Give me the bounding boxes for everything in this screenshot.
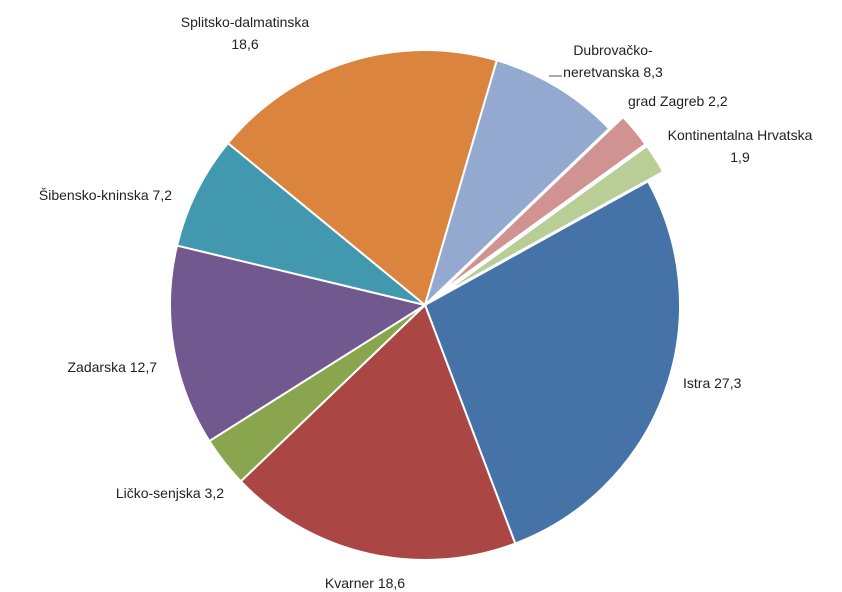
value-label: 18,6	[377, 575, 406, 591]
category-name: Zadarska	[67, 359, 126, 375]
slice-label: Dubrovačko-neretvanska 8,3	[548, 39, 678, 83]
category-name: Istra	[683, 375, 711, 391]
value-label: 27,3	[714, 375, 742, 391]
slice-label: Istra 27,3	[683, 372, 803, 394]
slice-label: Šibensko-kninska 7,2	[0, 184, 172, 206]
category-name: grad Zagreb	[628, 93, 705, 109]
pie-slice	[169, 244, 428, 443]
pie-slice	[438, 115, 647, 295]
value-label: 3,2	[204, 485, 224, 501]
pie-slice	[175, 141, 426, 306]
pie-slice	[422, 59, 611, 309]
category-name: Kvarner	[324, 575, 374, 591]
category-name: Dubrovačko-neretvanska	[563, 42, 653, 80]
value-label: 8,3	[643, 64, 663, 80]
slice-label: Splitsko-dalmatinska 18,6	[160, 11, 330, 55]
value-label: 18,6	[231, 36, 259, 52]
value-label: 7,2	[152, 187, 172, 203]
category-name: Šibensko-kninska	[38, 187, 149, 203]
value-label: 12,7	[129, 359, 157, 375]
pie-slice	[226, 49, 499, 307]
slice-label: Kvarner 18,6	[290, 572, 440, 592]
pie-slice	[239, 303, 517, 561]
pie-slice	[423, 180, 681, 545]
category-name: Ličko-senjska	[115, 485, 201, 501]
slice-label: Ličko-senjska 3,2	[72, 482, 224, 504]
slice-label: Zadarska 12,7	[0, 356, 158, 378]
value-label: 2,2	[708, 93, 728, 109]
category-name: Kontinentalna Hrvatska	[667, 127, 813, 143]
value-label: 1,9	[730, 149, 750, 165]
slice-label: grad Zagreb 2,2	[628, 90, 768, 112]
slice-label: Kontinentalna Hrvatska 1,9	[655, 124, 825, 168]
category-name: Splitsko-dalmatinska	[180, 14, 310, 30]
pie-slice	[439, 144, 665, 297]
